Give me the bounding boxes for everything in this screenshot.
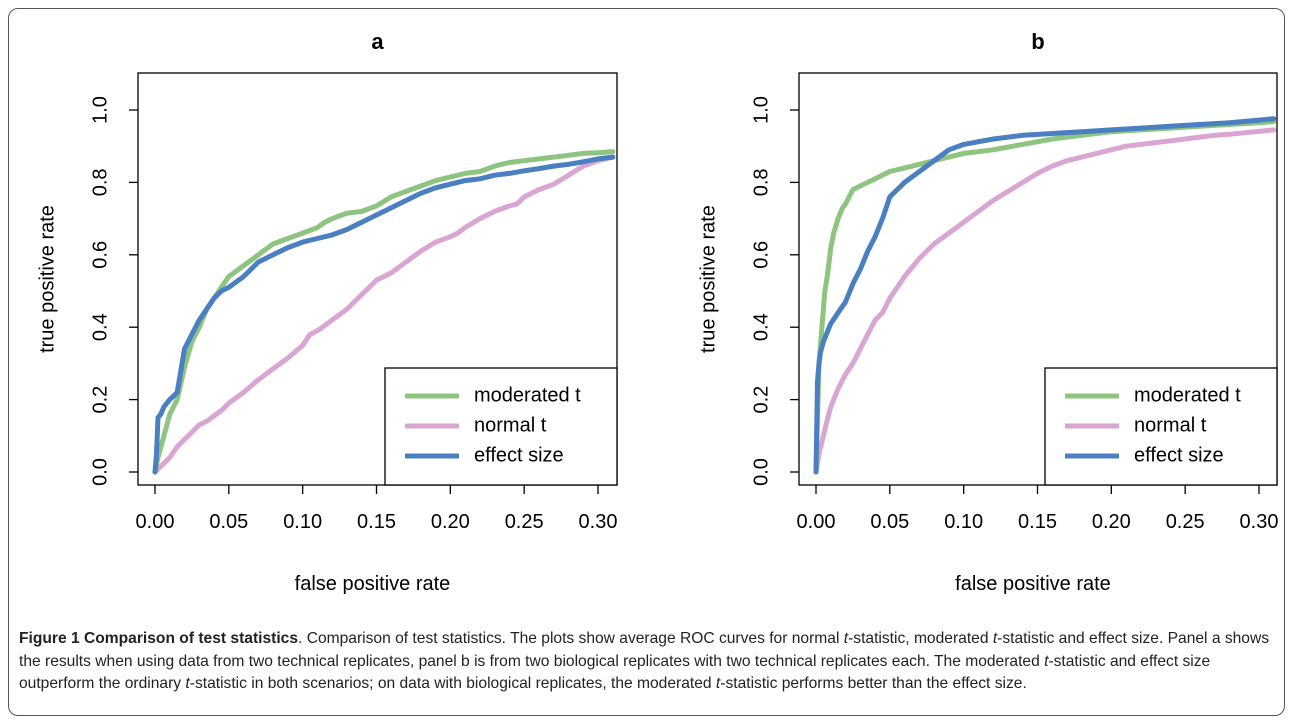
x-tick-label: 0.05 <box>209 511 248 533</box>
plot-box <box>137 72 618 486</box>
figure-charts: a 0.00 0.05 0.10 0.15 0.20 0.25 0.30 0.0 0.2 0.4 0.… <box>36 29 1278 595</box>
x-tick-label: 0.00 <box>136 511 175 533</box>
figure-label: Figure 1 <box>19 630 80 647</box>
series-line-moderated-t <box>152 149 616 475</box>
x-tick-label: 0.15 <box>357 511 396 533</box>
legend-box <box>384 367 618 486</box>
series-line-effect-size <box>813 116 1277 475</box>
series-group <box>152 149 616 475</box>
legend-label-moderated-t: moderated t <box>474 384 581 406</box>
y-tick-label: 1.0 <box>89 96 111 124</box>
panel-b: b 0.00 0.05 0.10 0.15 0.20 0.25 0.30 0.0 0.2 0.4 0.… <box>697 29 1278 595</box>
panel-a: a 0.00 0.05 0.10 0.15 0.20 0.25 0.30 0.0 0.2 0.4 0.… <box>36 29 618 595</box>
y-tick-label: 0.4 <box>89 313 111 341</box>
x-tick-label: 0.10 <box>283 511 322 533</box>
x-tick-label: 0.25 <box>1166 511 1205 533</box>
x-tick-label: 0.00 <box>797 511 836 533</box>
y-axis-label: true positive rate <box>697 205 719 353</box>
y-tick-label: 0.6 <box>89 241 111 269</box>
legend-label-effect-size: effect size <box>474 444 564 466</box>
y-tick-label: 0.4 <box>750 313 772 341</box>
y-tick-label: 0.0 <box>750 458 772 486</box>
y-tick-label: 1.0 <box>750 96 772 124</box>
y-tick-label: 0.2 <box>750 386 772 414</box>
x-tick-label: 0.30 <box>579 511 618 533</box>
figure-caption: Figure 1 Comparison of test statistics. … <box>19 628 1274 696</box>
x-tick-label: 0.05 <box>870 511 909 533</box>
y-tick-label: 0.0 <box>89 458 111 486</box>
legend-label-effect-size: effect size <box>1134 444 1224 466</box>
panel-title: b <box>1031 29 1044 54</box>
series-line-effect-size <box>152 154 616 475</box>
legend-label-normal-t: normal t <box>474 414 547 436</box>
figure-frame <box>8 8 1285 716</box>
y-tick-label: 0.8 <box>89 168 111 196</box>
legend-label-normal-t: normal t <box>1134 414 1207 436</box>
series-group <box>813 116 1277 475</box>
x-tick-label: 0.10 <box>944 511 983 533</box>
x-tick-label: 0.20 <box>431 511 470 533</box>
y-tick-label: 0.8 <box>750 168 772 196</box>
legend: moderated t normal t effect size <box>384 367 618 486</box>
series-line-normal-t <box>813 127 1277 475</box>
x-axis-label: false positive rate <box>955 573 1111 595</box>
panel-title: a <box>371 29 384 54</box>
y-axis-label: true positive rate <box>36 205 58 353</box>
legend: moderated t normal t effect size <box>1044 367 1278 486</box>
x-tick-label: 0.30 <box>1240 511 1279 533</box>
x-tick-label: 0.20 <box>1092 511 1131 533</box>
x-axis-label: false positive rate <box>295 573 451 595</box>
series-line-normal-t <box>152 154 616 475</box>
x-tick-label: 0.15 <box>1018 511 1057 533</box>
legend-label-moderated-t: moderated t <box>1134 384 1241 406</box>
figure-caption-text: . Comparison of test statistics. The plo… <box>19 630 1270 692</box>
y-tick-label: 0.6 <box>750 241 772 269</box>
figure-title: Comparison of test statistics <box>84 630 299 647</box>
y-tick-label: 0.2 <box>89 386 111 414</box>
x-tick-label: 0.25 <box>505 511 544 533</box>
